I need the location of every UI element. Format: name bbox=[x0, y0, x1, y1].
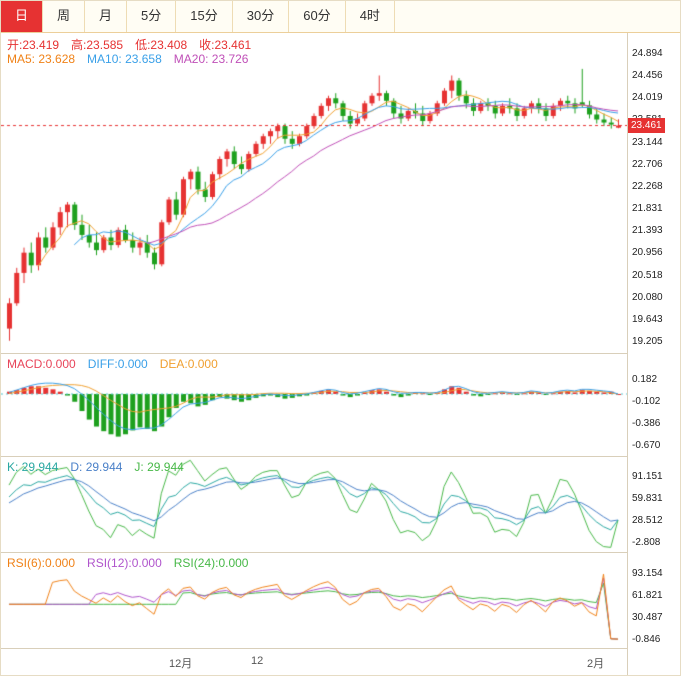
rsi-axis-label: 93.154 bbox=[632, 568, 663, 579]
price-axis-label: 23.144 bbox=[632, 136, 663, 148]
tab-60min[interactable]: 60分 bbox=[289, 1, 346, 32]
low-value: 低:23.408 bbox=[135, 38, 188, 52]
kdj-chart-canvas[interactable] bbox=[1, 457, 627, 552]
high-value: 高:23.585 bbox=[71, 38, 124, 52]
j-value-label: J: 29.944 bbox=[134, 460, 184, 474]
diff-value-label: DIFF:0.000 bbox=[87, 357, 148, 371]
macd-axis-label: -0.386 bbox=[632, 417, 661, 429]
k-value-label: K: 29.944 bbox=[7, 460, 59, 474]
price-axis-label: 24.019 bbox=[632, 92, 663, 104]
rsi-label-row: RSI(6):0.000 RSI(12):0.000 RSI(24):0.000 bbox=[7, 556, 260, 570]
price-axis-label: 24.456 bbox=[632, 70, 663, 82]
macd-value-label: MACD:0.000 bbox=[7, 357, 76, 371]
main-chart-panel: 开:23.419 高:23.585 低:23.408 收:23.461 MA5: 23… bbox=[1, 33, 627, 353]
macd-label-row: MACD:0.000 DIFF:0.000 DEA:0.000 bbox=[7, 357, 230, 371]
d-value-label: D: 29.944 bbox=[70, 460, 123, 474]
ma-info-row: MA5: 23.628 MA10: 23.658 MA20: 23.726 bbox=[7, 52, 260, 66]
ma5-value: MA5: 23.628 bbox=[7, 52, 76, 66]
ma10-value: MA10: 23.658 bbox=[87, 52, 162, 66]
x-axis-label: 12 bbox=[251, 655, 264, 667]
timeframe-toolbar: 日周月 5分 15分 30分 60分 4时 bbox=[1, 1, 680, 33]
rsi-chart-canvas[interactable] bbox=[1, 553, 627, 648]
close-value: 收:23.461 bbox=[199, 38, 252, 52]
macd-axis-label: -0.670 bbox=[632, 439, 661, 451]
macd-axis-label: 0.182 bbox=[632, 373, 658, 385]
tab-day[interactable]: 日 bbox=[1, 1, 44, 32]
tab-month[interactable]: 月 bbox=[85, 1, 128, 32]
rsi24-value-label: RSI(24):0.000 bbox=[173, 556, 249, 570]
tab-30min[interactable]: 30分 bbox=[233, 1, 290, 32]
price-axis-label: 22.268 bbox=[632, 180, 663, 192]
tab-week[interactable]: 周 bbox=[43, 1, 86, 32]
price-axis-label: 21.831 bbox=[632, 203, 663, 215]
kdj-panel: K: 29.944 D: 29.944 J: 29.944 bbox=[1, 456, 627, 552]
price-axis-label: 24.894 bbox=[632, 48, 663, 59]
rsi-panel: RSI(6):0.000 RSI(12):0.000 RSI(24):0.000 bbox=[1, 552, 627, 648]
x-axis-label: 12月 bbox=[169, 658, 193, 670]
rsi6-value-label: RSI(6):0.000 bbox=[7, 556, 76, 570]
tab-5min[interactable]: 5分 bbox=[127, 1, 177, 32]
dea-value-label: DEA:0.000 bbox=[159, 357, 218, 371]
price-axis-column: 23.461 24.89424.45624.01923.58123.14422.… bbox=[627, 33, 680, 675]
ma20-value: MA20: 23.726 bbox=[173, 52, 249, 66]
x-axis-row: 12月 12 2月 bbox=[1, 648, 627, 675]
macd-panel: MACD:0.000 DIFF:0.000 DEA:0.000 bbox=[1, 353, 627, 456]
macd-chart-canvas[interactable] bbox=[1, 354, 627, 456]
price-axis-label: 19.643 bbox=[632, 313, 663, 325]
candlestick-chart-canvas[interactable] bbox=[1, 33, 627, 353]
kdj-label-row: K: 29.944 D: 29.944 J: 29.944 bbox=[7, 460, 196, 474]
x-axis-label: 2月 bbox=[587, 658, 605, 670]
rsi-axis-label: 61.821 bbox=[632, 590, 663, 601]
kdj-axis-label: 59.831 bbox=[632, 493, 663, 504]
rsi-axis-label: -0.846 bbox=[632, 634, 661, 645]
rsi12-value-label: RSI(12):0.000 bbox=[87, 556, 162, 570]
current-price-tag: 23.461 bbox=[628, 117, 665, 133]
kdj-axis-label: -2.808 bbox=[632, 536, 661, 548]
price-axis-label: 22.706 bbox=[632, 158, 663, 170]
rsi-axis-label: 30.487 bbox=[632, 612, 663, 623]
price-axis-label: 20.080 bbox=[632, 291, 663, 303]
tab-15min[interactable]: 15分 bbox=[176, 1, 233, 32]
price-axis-label: 19.205 bbox=[632, 336, 663, 347]
ohlc-info-row: 开:23.419 高:23.585 低:23.408 收:23.461 bbox=[7, 36, 263, 53]
price-axis-label: 20.518 bbox=[632, 269, 663, 281]
price-axis-label: 21.393 bbox=[632, 225, 663, 237]
price-axis-label: 20.956 bbox=[632, 247, 663, 259]
kdj-axis-label: 91.151 bbox=[632, 471, 663, 482]
macd-axis-label: -0.102 bbox=[632, 395, 661, 407]
tab-4hour[interactable]: 4时 bbox=[346, 1, 395, 32]
open-value: 开:23.419 bbox=[7, 38, 60, 52]
kdj-axis-label: 28.512 bbox=[632, 514, 663, 526]
